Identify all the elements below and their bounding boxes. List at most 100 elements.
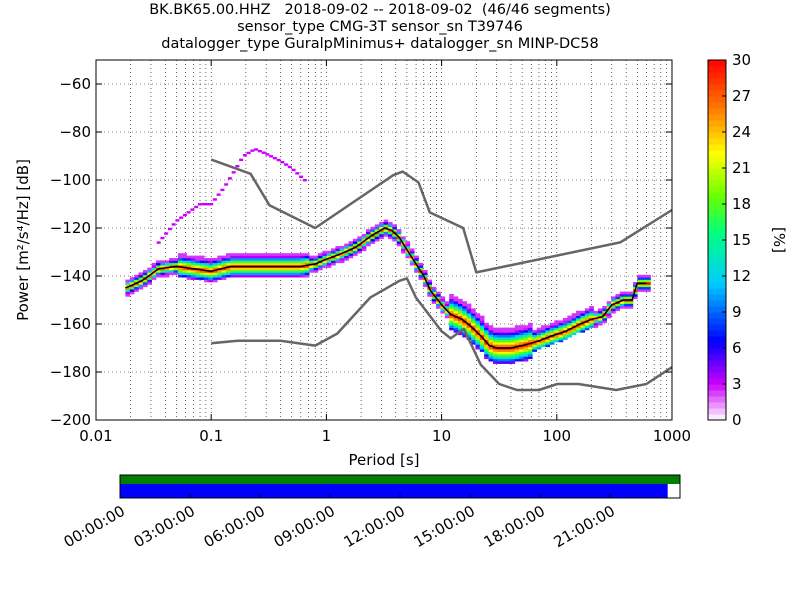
psd-cell: [317, 258, 323, 261]
psd-cell-sparse: [224, 183, 229, 186]
psd-cell: [331, 248, 336, 252]
psd-cell: [291, 270, 297, 273]
psd-cell: [580, 320, 586, 324]
psd-cell: [449, 327, 454, 331]
psd-cell: [466, 313, 472, 316]
psd-cell: [164, 270, 170, 273]
psd-cell: [479, 339, 485, 343]
psd-cell: [208, 265, 214, 268]
psd-cell: [191, 260, 196, 264]
psd-cell: [252, 255, 257, 259]
psd-cell: [632, 296, 638, 300]
psd-cell: [497, 351, 502, 355]
psd-cell: [352, 253, 358, 256]
psd-cell: [637, 289, 642, 292]
psd-cell: [641, 274, 647, 278]
colorbar-segment: [708, 114, 726, 121]
psd-cell: [444, 310, 450, 314]
psd-cell: [567, 330, 572, 333]
psd-cell: [576, 330, 581, 333]
psd-cell: [383, 222, 389, 225]
psd-cell: [641, 289, 647, 292]
psd-cell: [440, 298, 446, 302]
psd-cell: [160, 272, 166, 276]
psd-cell: [361, 248, 367, 252]
psd-cell: [497, 330, 502, 333]
psd-cell: [527, 356, 533, 360]
colorbar-tick-label: 9: [732, 303, 742, 321]
psd-cell-sparse: [257, 149, 262, 153]
colorbar-segment: [708, 168, 726, 175]
psd-cell: [545, 332, 551, 336]
psd-cell: [462, 322, 467, 326]
colorbar-segment: [708, 66, 726, 73]
colorbar-segment: [708, 186, 726, 193]
psd-cell: [317, 265, 323, 268]
psd-cell: [278, 274, 284, 278]
psd-cell: [379, 222, 384, 225]
psd-cell: [396, 229, 402, 232]
psd-cell: [611, 308, 616, 312]
psd-cell: [156, 272, 161, 276]
psd-cell: [195, 272, 201, 276]
psd-cell: [304, 267, 310, 271]
psd-cell: [449, 325, 454, 328]
psd-cell-sparse: [287, 165, 292, 169]
psd-cell: [195, 270, 201, 273]
psd-cell: [169, 262, 174, 266]
psd-cell: [269, 272, 275, 276]
psd-cell: [545, 342, 551, 345]
psd-cell: [558, 322, 564, 326]
psd-cell: [344, 246, 349, 249]
psd-cell-sparse: [194, 205, 199, 209]
psd-cell: [138, 284, 144, 288]
psd-cell: [536, 334, 542, 338]
psd-cell: [475, 339, 481, 343]
psd-cell: [510, 349, 516, 352]
psd-cell: [545, 344, 551, 348]
psd-cell: [387, 236, 393, 240]
psd-cell: [558, 320, 564, 324]
psd-cell: [422, 274, 428, 278]
psd-cell: [558, 325, 564, 328]
psd-cell: [506, 334, 511, 338]
colorbar-tick-label: 6: [732, 339, 742, 357]
psd-cell-sparse: [231, 171, 236, 174]
psd-cell: [475, 320, 481, 324]
y-tick-label: −80: [59, 123, 91, 141]
psd-cell: [278, 255, 284, 259]
psd-cell: [549, 325, 555, 328]
psd-cell: [326, 250, 332, 254]
psd-cell: [436, 294, 441, 297]
psd-cell: [151, 274, 157, 278]
psd-cell: [436, 303, 441, 307]
psd-cell: [125, 294, 131, 297]
psd-cell: [182, 267, 187, 271]
psd-cell: [300, 267, 306, 271]
psd-cell: [199, 258, 205, 261]
psd-cell: [296, 262, 301, 266]
psd-cell-sparse: [299, 175, 304, 178]
psd-cell: [536, 330, 542, 333]
psd-cell: [527, 354, 533, 357]
psd-cell: [309, 260, 314, 264]
psd-cell: [199, 270, 205, 273]
psd-cell: [392, 229, 397, 232]
psd-cell: [418, 265, 424, 268]
psd-cell: [212, 260, 218, 264]
psd-cell: [462, 306, 467, 309]
psd-cell: [562, 320, 568, 324]
psd-cell: [204, 262, 209, 266]
psd-cell: [370, 226, 376, 230]
psd-cell: [589, 310, 594, 314]
y-tick-label: −120: [50, 219, 91, 237]
psd-cell: [256, 262, 262, 266]
colorbar-segment: [708, 108, 726, 115]
psd-cell: [186, 277, 192, 280]
psd-cell: [182, 262, 187, 266]
psd-cell: [243, 274, 249, 278]
psd-cell: [401, 250, 406, 254]
psd-cell: [611, 310, 616, 314]
psd-cell: [593, 313, 599, 316]
psd-cell: [352, 250, 358, 254]
